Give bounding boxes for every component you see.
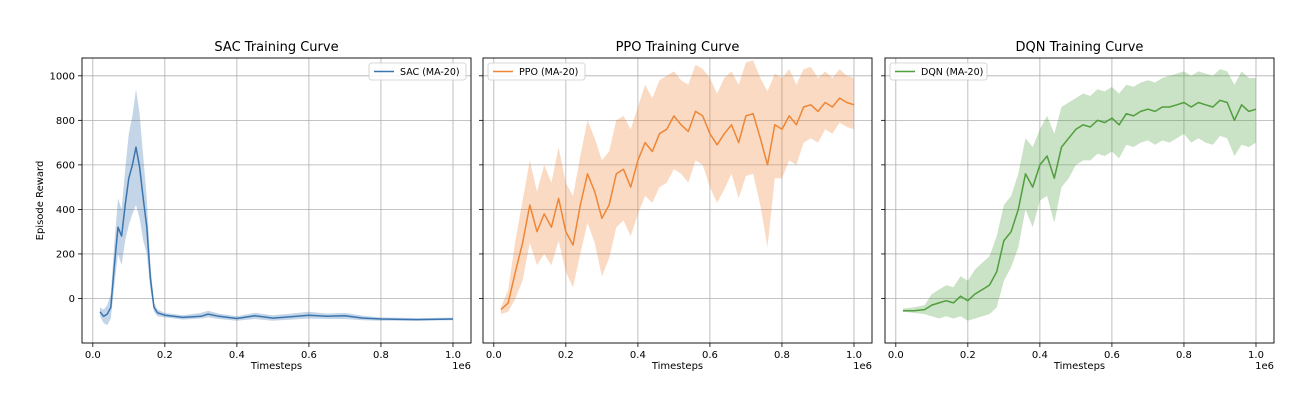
- x-tick-label: 0.6: [1104, 350, 1120, 361]
- x-axis-label: Timesteps: [651, 361, 703, 372]
- x-axis-offset-label: 1e6: [1255, 361, 1274, 372]
- chart-title: SAC Training Curve: [214, 40, 338, 55]
- y-tick-label: 1000: [50, 71, 75, 82]
- legend-box: [889, 62, 988, 81]
- plot-frame: [884, 57, 1275, 344]
- y-axis-label: Episode Reward: [35, 161, 46, 241]
- confidence-band: [100, 89, 453, 326]
- legend-label: SAC (MA-20): [400, 67, 460, 78]
- legend: PPO (MA-20): [487, 62, 586, 81]
- x-tick-label: 0.4: [229, 350, 245, 361]
- chart-title: PPO Training Curve: [616, 40, 740, 55]
- x-tick-label: 0.2: [960, 350, 976, 361]
- x-axis-offset-label: 1e6: [853, 361, 872, 372]
- x-axis-label: Timesteps: [1053, 361, 1105, 372]
- x-tick-label: 0.2: [157, 350, 173, 361]
- x-tick-label: 1.0: [1248, 350, 1264, 361]
- legend: DQN (MA-20): [889, 62, 988, 81]
- y-tick-label: 600: [56, 160, 75, 171]
- legend-label: DQN (MA-20): [921, 67, 983, 78]
- series-line: [99, 146, 454, 321]
- x-axis-offset-label: 1e6: [452, 361, 471, 372]
- x-tick-label: 0.8: [373, 350, 389, 361]
- x-tick-label: 1.0: [445, 350, 461, 361]
- series-line: [903, 99, 1257, 312]
- x-tick-label: 0.0: [888, 350, 904, 361]
- legend-label: PPO (MA-20): [519, 67, 578, 78]
- chart-panel-3: 0.0 0.2 0.4 0.6 0.8 1.0 DQN Training Curve Time…: [881, 40, 1275, 372]
- chart-panel-2: 0.0 0.2 0.4 0.6 0.8 1.0 PPO Training Curve Time…: [479, 40, 873, 372]
- series-line: [500, 97, 855, 311]
- plot-frame: [81, 57, 472, 344]
- x-tick-label: 0.6: [702, 350, 718, 361]
- legend: SAC (MA-20): [368, 62, 467, 81]
- confidence-band: [501, 60, 854, 315]
- plot-frame: [482, 57, 873, 344]
- x-tick-label: 0.2: [558, 350, 574, 361]
- x-tick-label: 0.0: [486, 350, 502, 361]
- x-tick-label: 1.0: [846, 350, 862, 361]
- x-axis-label: Timesteps: [250, 361, 302, 372]
- legend-box: [487, 62, 586, 81]
- chart-panel-1: 0.0 0.2 0.4 0.6 0.8 1.0 0 200 400 600 800 1000 SAC T…: [35, 40, 472, 372]
- confidence-band: [903, 69, 1256, 321]
- legend-box: [368, 62, 467, 81]
- y-tick-label: 0: [69, 294, 75, 305]
- x-tick-label: 0.8: [774, 350, 790, 361]
- x-tick-label: 0.0: [85, 350, 101, 361]
- x-tick-label: 0.6: [301, 350, 317, 361]
- chart-title: DQN Training Curve: [1016, 40, 1144, 55]
- y-tick-label: 800: [56, 116, 75, 127]
- x-tick-label: 0.4: [1032, 350, 1048, 361]
- y-tick-label: 200: [56, 249, 75, 260]
- x-tick-label: 0.8: [1176, 350, 1192, 361]
- x-tick-label: 0.4: [630, 350, 646, 361]
- y-tick-label: 400: [56, 205, 75, 216]
